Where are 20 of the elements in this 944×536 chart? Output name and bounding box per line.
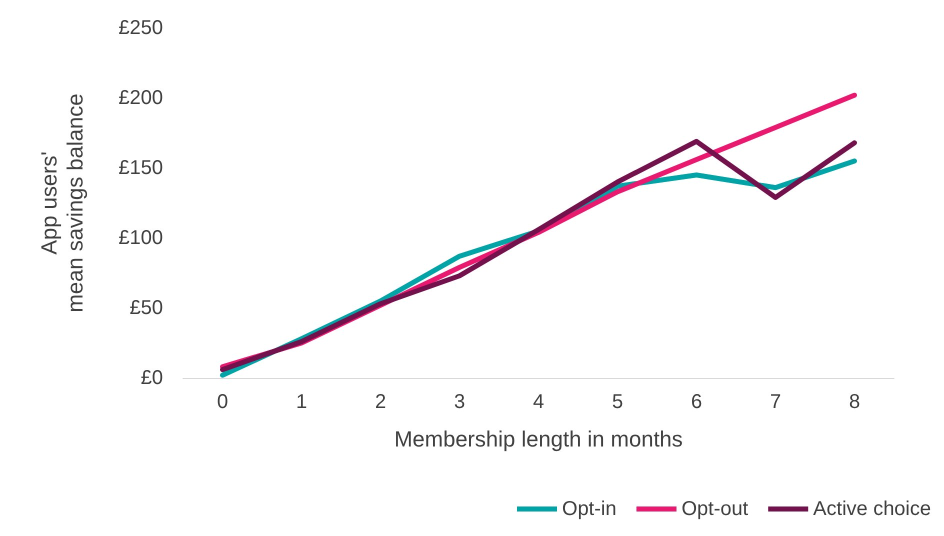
x-tick-label: 4: [532, 391, 544, 413]
x-tick-label: 8: [848, 391, 860, 413]
legend-label: Active choice: [813, 498, 932, 520]
y-tick-label: £150: [118, 157, 163, 179]
x-tick-label: 0: [216, 391, 228, 413]
y-tick-label: £250: [118, 17, 163, 39]
y-tick-label: £100: [118, 227, 163, 249]
y-tick-label: £50: [130, 297, 163, 319]
x-axis-title: Membership length in months: [394, 426, 683, 452]
x-tick-label: 5: [612, 391, 624, 413]
y-axis-title: App users' mean savings balance: [36, 94, 88, 312]
y-tick-label: £0: [140, 367, 163, 389]
legend-label: Opt-in: [562, 498, 616, 520]
y-tick-label: £200: [118, 87, 163, 109]
x-tick-label: 6: [690, 391, 702, 413]
x-tick-label: 3: [454, 391, 466, 413]
legend-label: Opt-out: [681, 498, 749, 520]
x-tick-label: 7: [770, 391, 782, 413]
x-tick-label: 2: [374, 391, 386, 413]
x-tick-label: 1: [296, 391, 308, 413]
